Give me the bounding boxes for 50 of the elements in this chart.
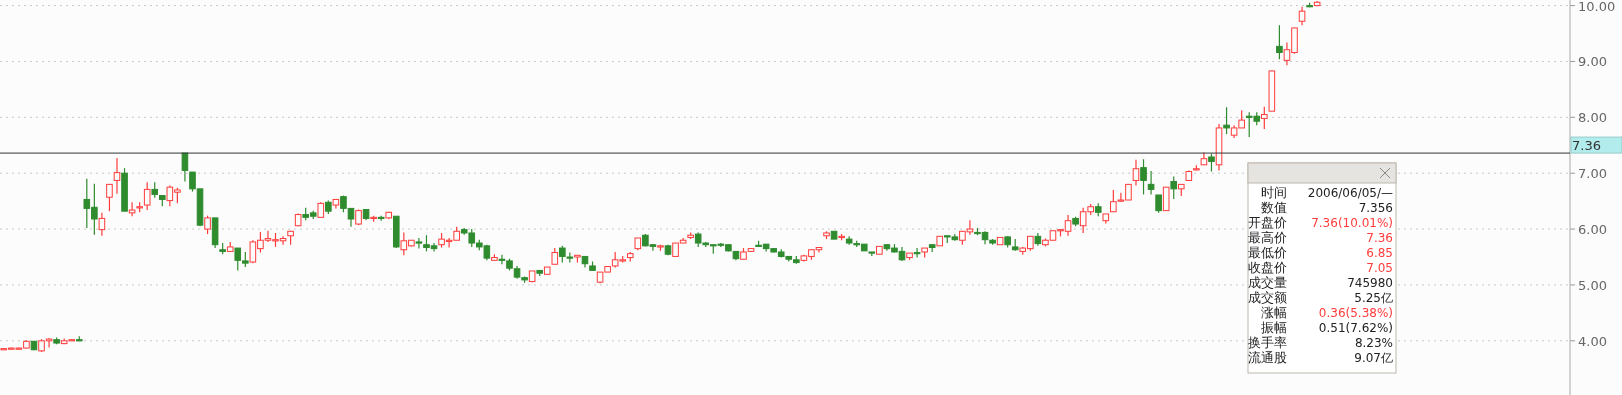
annotation: 成交量	[1248, 275, 1287, 290]
candlestick	[113, 157, 121, 195]
candlestick	[1261, 106, 1268, 130]
annotation: 收盘价	[1248, 260, 1287, 275]
annotation: 涨幅	[1261, 305, 1287, 320]
annotation: 最高价	[1248, 230, 1287, 245]
annotation: 8.23%	[1354, 336, 1393, 350]
ytick: 10.00	[1578, 0, 1616, 14]
annotation: 换手率	[1248, 335, 1287, 350]
annotation: 7.36(10.01%)	[1311, 216, 1393, 230]
annotation: 745980	[1347, 276, 1393, 290]
candlestick	[1298, 6, 1306, 26]
annotation: 振幅	[1261, 320, 1287, 335]
ytick: 6.00	[1578, 222, 1607, 238]
annotation: 7.36	[1366, 231, 1393, 245]
candlestick	[1223, 106, 1230, 135]
ytick: 9.00	[1578, 54, 1607, 70]
annotation: 流通股	[1248, 350, 1287, 365]
annotation: 9.07亿	[1354, 351, 1393, 365]
annotation: 最低价	[1248, 245, 1287, 260]
ref-line-label: 7.36	[1572, 138, 1601, 154]
candlestick	[1162, 186, 1170, 212]
candlestick	[1140, 158, 1147, 196]
candlestick	[98, 212, 106, 237]
annotation: 7.356	[1358, 201, 1393, 215]
annotation: 2006/06/05/—	[1307, 186, 1393, 200]
candlestick	[128, 201, 136, 217]
annotation: 6.85	[1366, 246, 1393, 260]
annotation: 0.36(5.38%)	[1318, 306, 1393, 320]
ytick: 5.00	[1578, 277, 1607, 293]
candlestick	[1147, 170, 1155, 196]
annotation: 5.25亿	[1354, 291, 1393, 305]
annotation: 时间	[1261, 185, 1287, 200]
ytick: 4.00	[1578, 333, 1607, 349]
candlestick	[1170, 175, 1178, 200]
annotation: 0.51(7.62%)	[1318, 321, 1393, 335]
annotation: 成交额	[1248, 290, 1287, 305]
candlestick	[181, 152, 189, 183]
candlestick	[913, 247, 921, 259]
candlestick	[106, 183, 113, 212]
candlestick	[1132, 159, 1140, 187]
candlestick	[143, 181, 151, 211]
candlestick	[415, 237, 423, 250]
ytick: 7.00	[1578, 166, 1607, 182]
ytick: 8.00	[1578, 110, 1607, 126]
annotation: 开盘价	[1248, 215, 1287, 230]
annotation: 7.05	[1366, 261, 1393, 275]
annotation: 数值	[1261, 200, 1287, 215]
candlestick	[1276, 24, 1283, 60]
candlestick	[204, 215, 211, 235]
